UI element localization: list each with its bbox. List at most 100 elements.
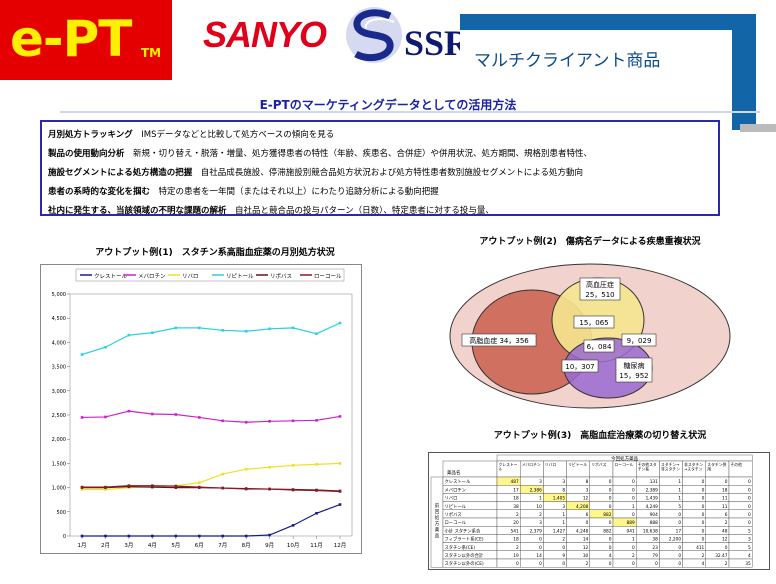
- data-point: [104, 488, 107, 491]
- venn-value-overlap-ac: 10，307: [565, 363, 594, 371]
- data-point: [291, 524, 295, 527]
- x-tick-label: 5月: [171, 542, 180, 549]
- table-row-header: スタチン以外の合計: [445, 552, 484, 559]
- ept-logo: [0, 0, 172, 80]
- usage-list: 月別処方トラッキング IMSデータなどと比較して処方ベースの傾向を見る 製品の使…: [40, 120, 720, 216]
- table-cell-value: 19: [513, 553, 519, 559]
- table-cell-value: 411: [696, 545, 704, 551]
- table-row-header: メバロチン: [445, 487, 466, 493]
- table-cell-value: 1: [562, 512, 565, 518]
- legend-label: メバロチン: [138, 273, 166, 280]
- table-cell-value: 11: [722, 504, 728, 510]
- venn-label-diabetes: 糖尿病: [624, 361, 645, 370]
- table-cell-value: 0: [539, 545, 542, 551]
- x-tick-label: 3月: [124, 542, 133, 549]
- table-cell-value: 18: [513, 537, 519, 543]
- table-cell-value: 8: [562, 487, 565, 493]
- table-header: メバロチン: [522, 462, 541, 467]
- x-tick-label: 1月: [78, 542, 87, 549]
- table-cell-value: 1,439: [646, 496, 659, 502]
- legend-label: リピトール: [226, 273, 254, 280]
- data-point: [244, 487, 248, 491]
- data-point: [197, 481, 201, 485]
- table-cell-value: 1: [562, 520, 565, 526]
- table-cell-value: 79: [652, 553, 658, 559]
- x-tick-label: 9月: [265, 542, 274, 549]
- table-header: 非スタチン→スタチン: [684, 462, 703, 472]
- table-cell-value: 12: [583, 496, 589, 502]
- table-cell-value: 0: [702, 479, 705, 485]
- data-point: [221, 329, 225, 332]
- table-cell-value: 0: [678, 512, 681, 518]
- table-cell-value: 0: [702, 520, 705, 526]
- usage-item: 製品の使用動向分析 新規・切り替え・脱落・増量、処方獲得患者の特性（年齢、疾患名…: [48, 145, 712, 164]
- table-cell-value: 1: [632, 537, 635, 543]
- table-cell-value: 3: [562, 479, 565, 485]
- table-header: リピトール: [568, 462, 587, 467]
- y-tick-label: 3,000: [52, 389, 66, 395]
- table-cell-value: 5: [678, 504, 681, 510]
- data-point: [127, 409, 131, 413]
- table-cell-value: 4,249: [646, 504, 659, 510]
- table-cell-value: 2: [539, 512, 542, 518]
- data-point: [104, 415, 107, 419]
- table-cell-value: 18: [722, 487, 728, 493]
- table-cell-value: 38: [513, 504, 519, 510]
- table-cell-value: 0: [702, 504, 705, 510]
- table-cell-value: 3: [539, 520, 542, 526]
- table-cell-value: 30: [583, 553, 589, 559]
- chart-legend: クレストール メバロチン リバロ リピトール リポバス ローコール: [75, 268, 345, 282]
- table-header: スタチン併用: [707, 462, 726, 472]
- usage-item-body: 新規・切り替え・脱落・増量、処方獲得患者の特性（年齢、疾患名、合併症）や併用状況…: [124, 149, 593, 159]
- usage-item-head: 施設セグメントによる処方構造の把握: [48, 168, 193, 178]
- table-cell-value: 0: [748, 487, 751, 493]
- table-cell-value: 0: [725, 479, 728, 485]
- table-cell-value: 0: [609, 479, 612, 485]
- series-ローコール: [80, 484, 342, 493]
- legend-label: ローコール: [314, 273, 342, 280]
- table-header: ローコール: [615, 462, 634, 467]
- x-tick-label: 11月: [310, 542, 323, 549]
- table-cell-value: 0: [702, 528, 705, 534]
- table-corner-label: 薬品名: [447, 469, 461, 476]
- data-point: [80, 485, 84, 489]
- table-cell-value: 6: [586, 512, 589, 518]
- data-point: [338, 462, 342, 465]
- table-cell-value: 2: [725, 520, 728, 526]
- data-point: [197, 485, 201, 489]
- x-tick-label: 8月: [242, 542, 251, 549]
- table-header: リポバス: [591, 462, 606, 467]
- venn-label-hyperlipid: 高脂血症 34，356: [469, 336, 529, 345]
- table-row-header: スタチン系(CE): [445, 544, 476, 551]
- data-point: [268, 465, 271, 469]
- data-point: [151, 484, 154, 487]
- data-point: [80, 488, 84, 491]
- table-cell-value: 0: [748, 512, 751, 518]
- output2-title: アウトプット例(2) 傷病名データによる疾患重複状況: [479, 237, 701, 247]
- venn-value-overlap-bc: 9，029: [627, 337, 652, 345]
- legend-label: リポバス: [270, 273, 292, 280]
- table-cell-value: 941: [626, 528, 634, 534]
- table-cell-value: 1: [678, 496, 681, 502]
- title-bar-shadow: [740, 124, 776, 132]
- sanyo-logo: SANYO: [203, 14, 327, 55]
- usage-item-head: 社内に発生する、当該領域の不明な課題の解析: [48, 206, 227, 216]
- data-point: [174, 486, 178, 489]
- data-point: [244, 420, 248, 424]
- table-row-header: リピトール: [445, 504, 467, 510]
- table-cell-value: 0: [702, 537, 705, 543]
- title-bar-edge: [732, 14, 756, 130]
- table-header: その他: [731, 462, 743, 467]
- table-cell-value: 11: [722, 496, 728, 502]
- table-cell-value: 0: [632, 479, 635, 485]
- usage-item-body: 自社品成長施設、停滞施設別競合品処方状況および処方特性患者数別施設セグメントによ…: [192, 168, 583, 178]
- table-cell-value: 0: [678, 545, 681, 551]
- table-cell-value: 8: [586, 479, 589, 485]
- table-cell-value: 14: [583, 537, 589, 543]
- table-header: リバロ: [545, 462, 557, 467]
- data-point: [151, 534, 154, 538]
- line-chart: クレストール メバロチン リバロ リピトール リポバス ローコール 0 500 1,000 1,5…: [52, 268, 353, 549]
- table-cell-value: 0: [632, 545, 635, 551]
- venn-diagram: 高脂血症 34，356 高血圧症 25，510 15，065 6，084 9，0…: [449, 263, 731, 409]
- table-cell-value: 0: [562, 545, 565, 551]
